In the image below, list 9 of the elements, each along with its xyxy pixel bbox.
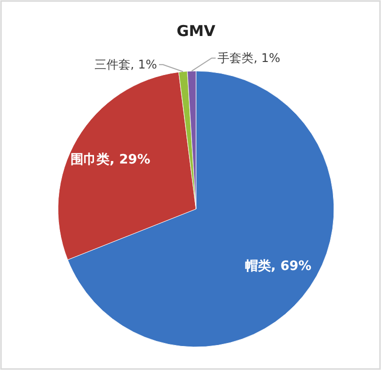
slice-label: 手套类 xyxy=(218,51,254,66)
data-label: , 29% xyxy=(110,152,150,168)
data-label: , 1% xyxy=(254,51,280,66)
slice-label: 帽类 xyxy=(244,258,271,274)
slice-label: 围巾类 xyxy=(70,152,110,168)
slice-label: 三件套 xyxy=(94,58,130,72)
chart-title: GMV xyxy=(176,22,216,40)
data-label: , 69% xyxy=(270,258,312,274)
data-label: , 1% xyxy=(130,58,158,72)
